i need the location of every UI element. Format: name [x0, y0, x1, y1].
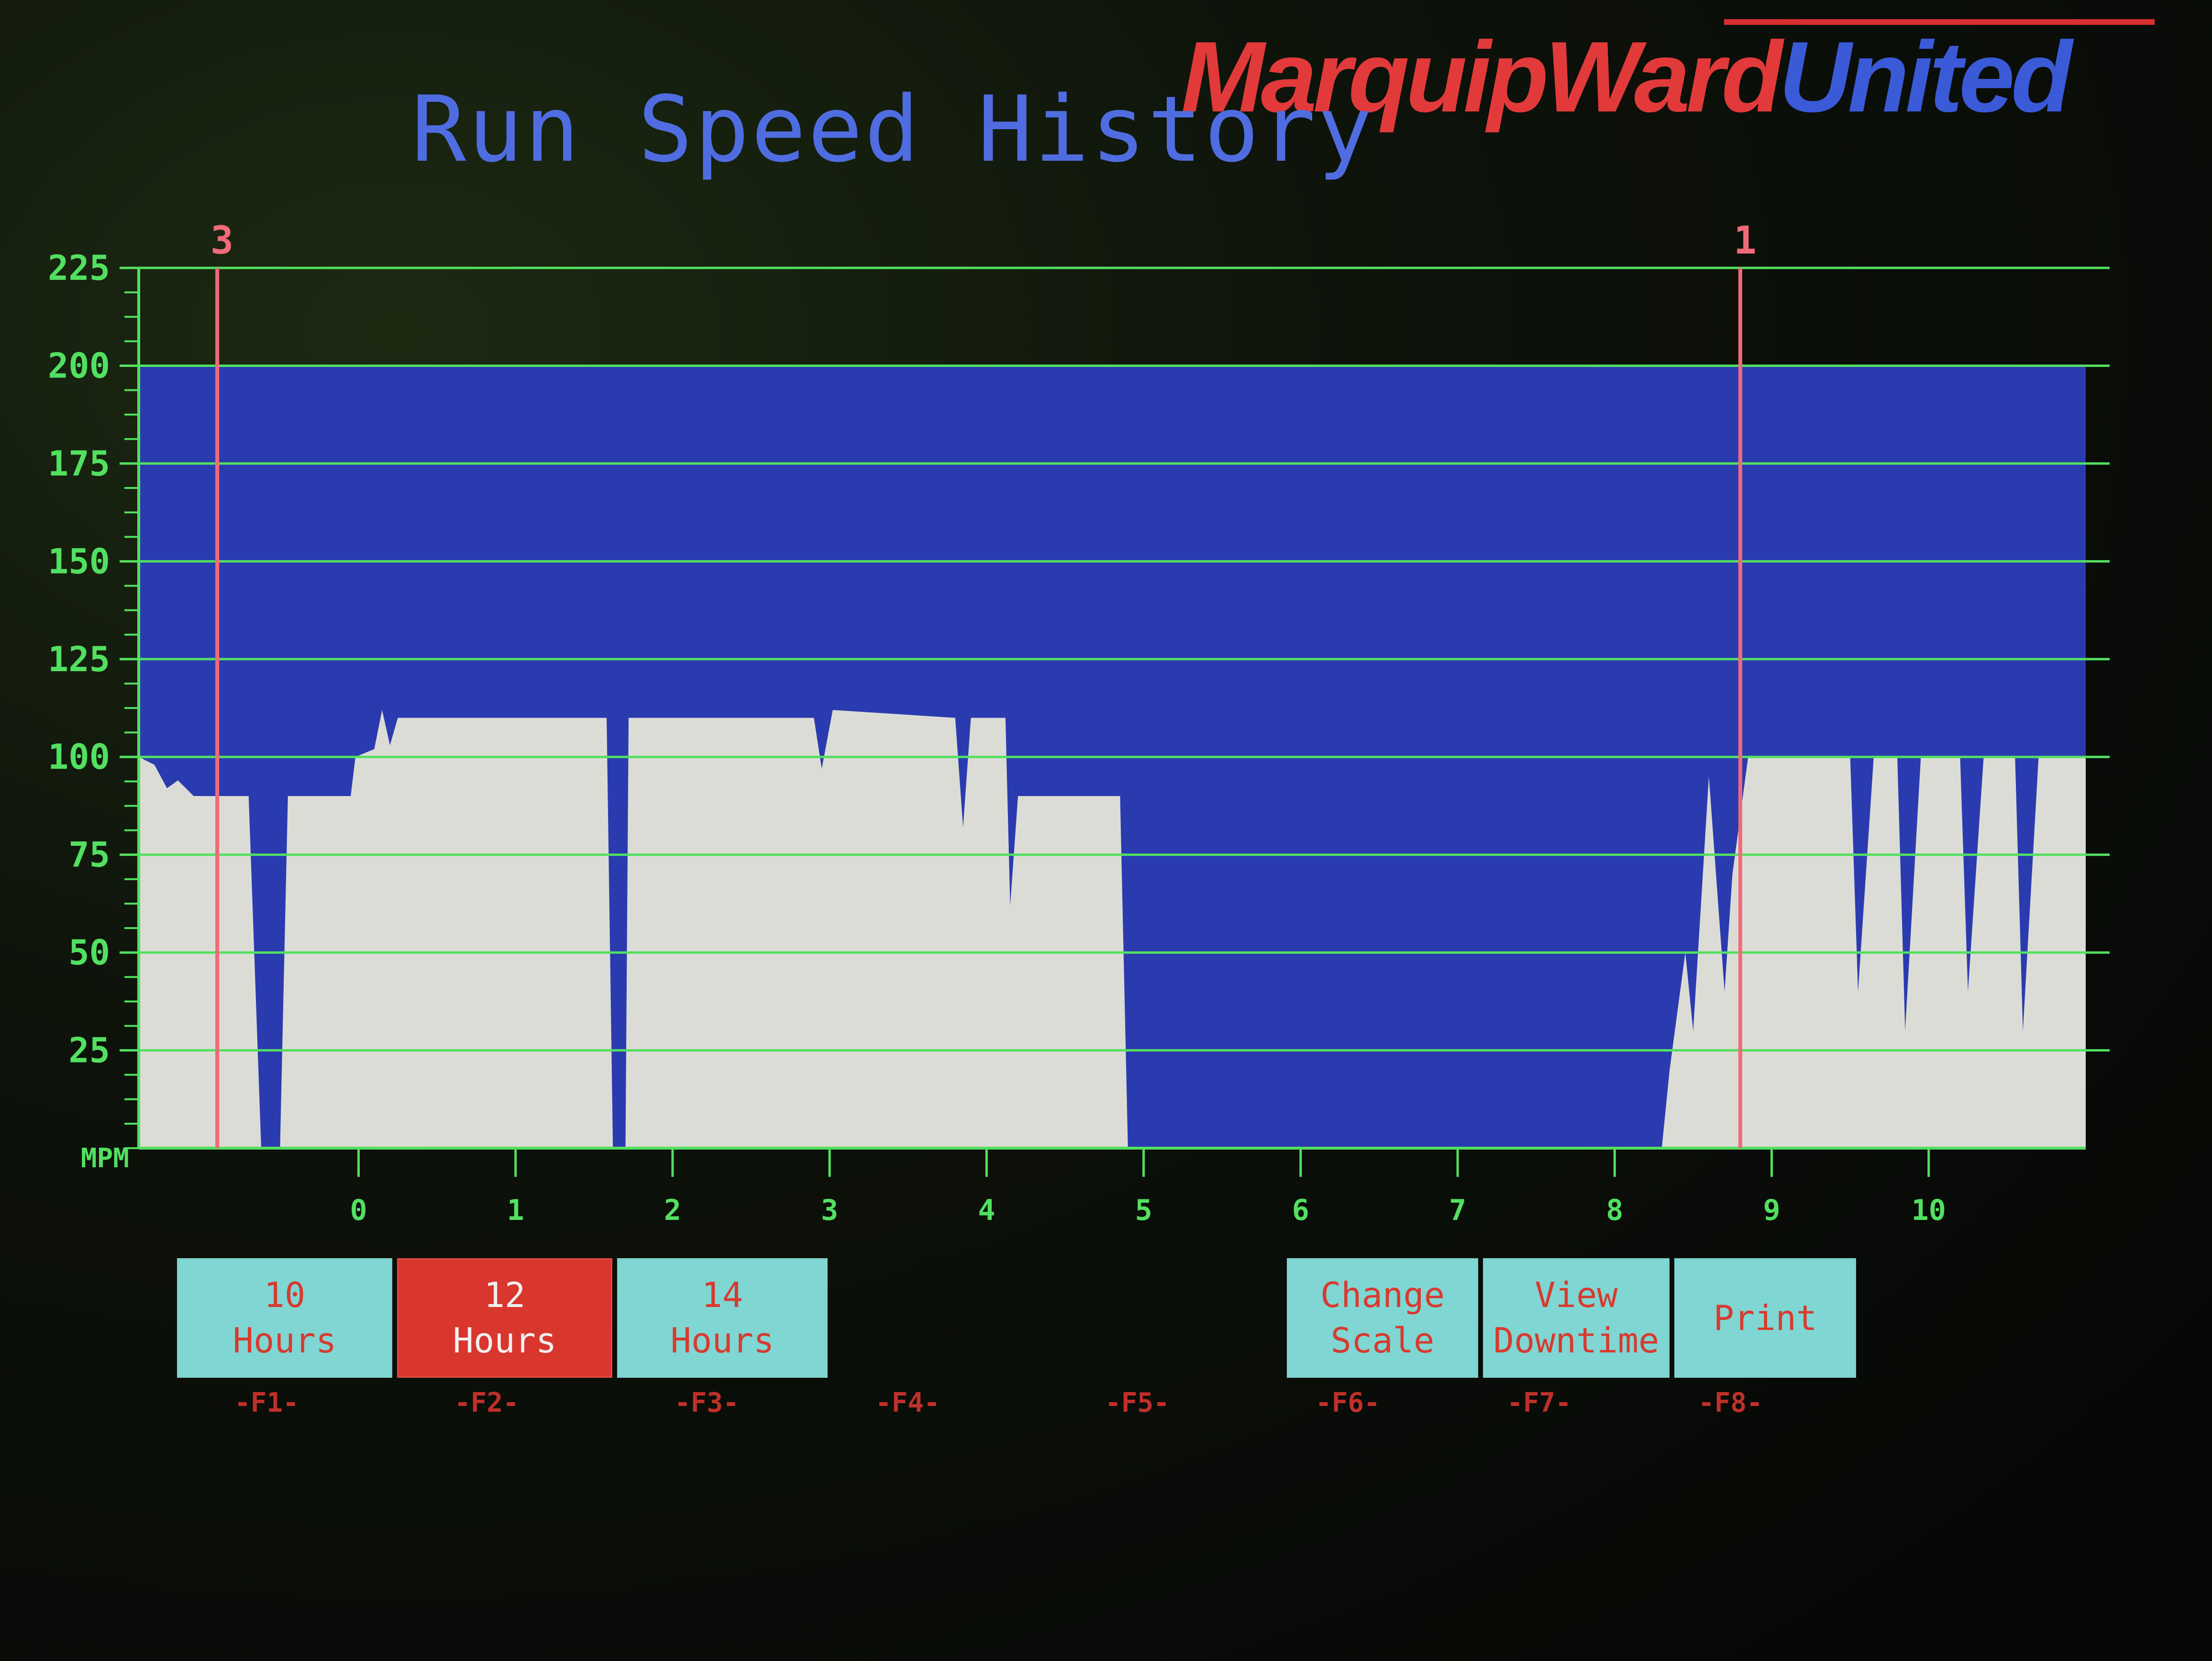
marker-label: 3 — [210, 218, 233, 263]
y-tick-label: 150 — [48, 541, 110, 581]
function-key-label: -F5- — [1105, 1387, 1170, 1418]
button-label-line2: Hours — [178, 1318, 391, 1363]
function-key-label: -F1- — [234, 1387, 299, 1418]
button-label-line1: 10 — [178, 1273, 391, 1318]
10-hours-button[interactable]: 10 Hours — [177, 1258, 392, 1378]
y-tick-label: 225 — [48, 248, 110, 288]
button-label-line2: Downtime — [1484, 1318, 1668, 1363]
y-tick-label: 200 — [48, 345, 110, 386]
x-tick-label: 1 — [507, 1194, 524, 1227]
function-key-label: -F3- — [675, 1387, 739, 1418]
button-label-line1: Change — [1288, 1273, 1477, 1318]
button-label-line2: Hours — [398, 1318, 611, 1363]
x-tick-label: 9 — [1763, 1194, 1780, 1227]
y-tick-label: 75 — [68, 835, 110, 875]
x-tick-label: 3 — [821, 1194, 838, 1227]
print-button[interactable]: Print — [1674, 1258, 1856, 1378]
function-key-label: -F8- — [1698, 1387, 1763, 1418]
x-tick-label: 0 — [350, 1194, 367, 1227]
change-scale-button[interactable]: Change Scale — [1287, 1258, 1478, 1378]
x-tick-label: 7 — [1449, 1194, 1466, 1227]
marker-label: 1 — [1734, 218, 1757, 263]
x-tick-label: 2 — [664, 1194, 681, 1227]
button-label-line1: Print — [1676, 1296, 1855, 1341]
y-tick-label: 50 — [68, 932, 110, 973]
function-key-label: -F4- — [875, 1387, 940, 1418]
x-tick-label: 5 — [1135, 1194, 1152, 1227]
y-tick-label: 125 — [48, 639, 110, 679]
button-label-line2: Scale — [1288, 1318, 1477, 1363]
button-label-line2: Hours — [619, 1318, 826, 1363]
y-tick-label: 175 — [48, 443, 110, 484]
x-tick-label: 6 — [1292, 1194, 1309, 1227]
function-key-label: -F2- — [454, 1387, 519, 1418]
function-key-label: -F6- — [1316, 1387, 1380, 1418]
y-tick-label: 100 — [48, 737, 110, 777]
button-label-line1: 12 — [398, 1273, 611, 1318]
y-axis-label: MPM — [81, 1143, 129, 1174]
view-downtime-button[interactable]: View Downtime — [1483, 1258, 1670, 1378]
button-label-line1: View — [1484, 1273, 1668, 1318]
y-tick-label: 25 — [68, 1030, 110, 1071]
x-tick-label: 4 — [978, 1194, 995, 1227]
14-hours-button[interactable]: 14 Hours — [617, 1258, 828, 1378]
12-hours-button[interactable]: 12 Hours — [397, 1258, 612, 1378]
x-tick-label: 8 — [1606, 1194, 1623, 1227]
button-label-line1: 14 — [619, 1273, 826, 1318]
function-key-label: -F7- — [1507, 1387, 1571, 1418]
x-tick-label: 10 — [1912, 1194, 1946, 1227]
